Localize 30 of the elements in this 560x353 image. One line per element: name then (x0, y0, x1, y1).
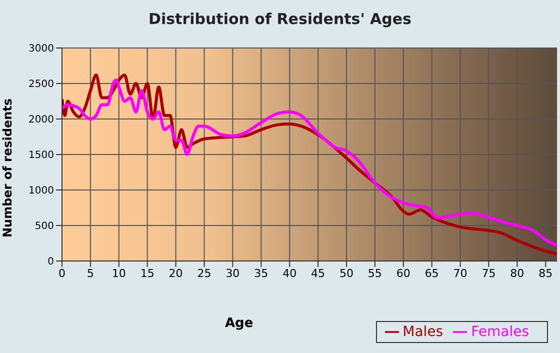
legend-label: Females (471, 324, 529, 340)
x-tick-label: 35 (254, 266, 268, 280)
y-tick-label: 1500 (28, 150, 54, 162)
x-tick-label: 75 (482, 266, 496, 280)
y-tick-label: 3000 (28, 44, 54, 55)
x-tick-label: 5 (86, 266, 94, 280)
x-tick-label: 70 (453, 266, 468, 280)
x-tick-label: 40 (282, 266, 297, 280)
x-tick-label: 15 (140, 266, 154, 280)
x-tick-label: 30 (226, 266, 240, 280)
x-tick-label: 55 (368, 266, 382, 280)
x-tick-label: 0 (58, 266, 66, 280)
x-tick-label: 85 (538, 266, 553, 280)
y-tick-label: 2500 (28, 79, 54, 90)
legend-label: Males (402, 324, 444, 340)
chart-title: Distribution of Residents' Ages (148, 10, 412, 28)
x-tick-label: 65 (424, 266, 439, 280)
x-tick-label: 45 (311, 266, 326, 280)
x-tick-label: 10 (112, 266, 126, 280)
y-tick-label: 500 (34, 221, 54, 232)
x-tick-label: 25 (197, 266, 212, 280)
x-axis-title: Age (225, 316, 254, 331)
x-tick-label: 20 (168, 266, 183, 280)
x-tick-label: 80 (510, 266, 524, 280)
y-tick-label: 0 (48, 256, 54, 268)
y-tick-label: 2000 (28, 114, 54, 126)
x-tick-label: 60 (396, 266, 410, 280)
y-axis-title: Number of residents (1, 98, 15, 238)
x-tick-label: 50 (339, 266, 354, 280)
y-tick-label: 1000 (28, 186, 54, 197)
